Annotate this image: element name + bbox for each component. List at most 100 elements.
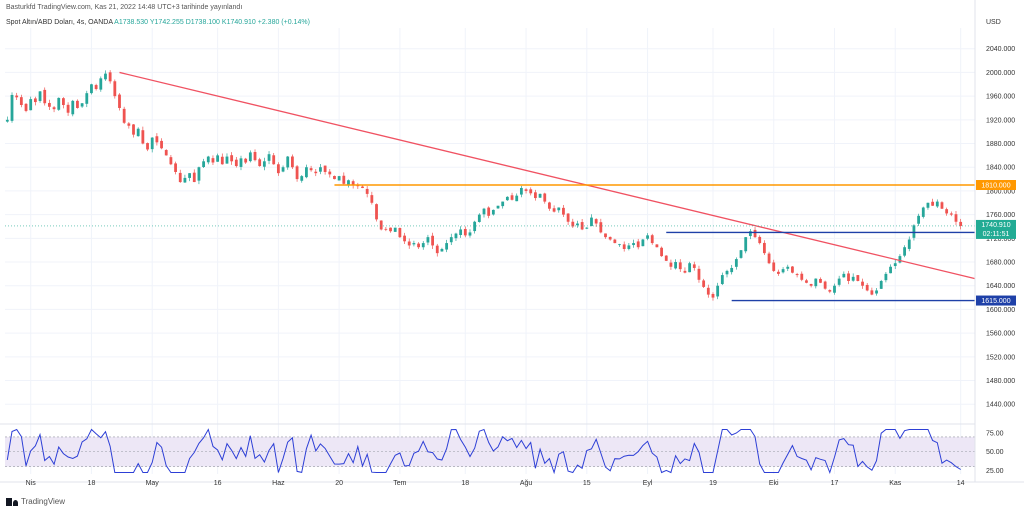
- candle-body: [716, 285, 720, 297]
- candle: [632, 239, 635, 248]
- candle: [62, 97, 65, 109]
- candle: [389, 227, 392, 233]
- candle-body: [305, 167, 308, 178]
- candle: [851, 273, 855, 282]
- candle: [954, 211, 958, 226]
- y-tick-label: 1680.000: [986, 260, 1015, 267]
- candle-body: [286, 156, 290, 168]
- candle-body: [697, 268, 701, 280]
- candle-body: [791, 266, 794, 273]
- ohlc-change: +2.380 (+0.14%): [257, 19, 310, 26]
- candle-body: [870, 290, 874, 295]
- candle-body: [459, 229, 463, 235]
- candle: [847, 270, 850, 285]
- candle-body: [90, 84, 93, 94]
- y-tick-label: 1800.000: [986, 188, 1015, 195]
- candle: [197, 166, 201, 185]
- candle-body: [47, 102, 51, 107]
- candle-body: [618, 244, 621, 246]
- candle: [169, 154, 173, 166]
- candle-body: [959, 221, 963, 226]
- candle: [272, 152, 276, 165]
- candle-body: [211, 158, 215, 163]
- candle-body: [52, 107, 56, 110]
- candle: [949, 211, 953, 217]
- candle-body: [178, 172, 182, 183]
- candle: [898, 254, 902, 264]
- candle: [127, 122, 131, 129]
- candle: [622, 241, 626, 252]
- candle: [328, 169, 332, 178]
- candle: [113, 79, 117, 99]
- candle-body: [403, 235, 406, 242]
- x-tick-label: Kas: [889, 480, 902, 487]
- candle-body: [501, 201, 505, 207]
- ohlc-open: A1738.530: [114, 19, 149, 26]
- candle: [286, 155, 290, 170]
- candle-body: [379, 220, 383, 230]
- y-tick-label: 1760.000: [986, 212, 1015, 219]
- candle: [459, 226, 463, 238]
- candle-body: [515, 195, 519, 202]
- candle: [627, 242, 631, 251]
- candle-body: [627, 245, 631, 249]
- trendline[interactable]: [119, 71, 976, 280]
- candle-body: [576, 223, 579, 226]
- ohlc-close: K1740.910: [221, 19, 256, 26]
- symbol-name[interactable]: Spot Altın/ABD Doları, 4s, OANDA: [6, 19, 113, 26]
- candle: [333, 175, 336, 180]
- candle: [160, 138, 163, 150]
- candle: [786, 264, 790, 272]
- candle: [562, 205, 565, 217]
- candle-body: [80, 103, 84, 107]
- candle: [76, 99, 79, 109]
- candle-body: [174, 163, 177, 172]
- candle-body: [244, 158, 248, 163]
- candle: [534, 189, 537, 201]
- candle: [71, 99, 75, 117]
- candle: [398, 227, 402, 238]
- candle: [244, 157, 248, 164]
- candle: [342, 172, 346, 185]
- candle-body: [739, 250, 743, 258]
- candle: [921, 206, 925, 219]
- candle-body: [683, 270, 687, 273]
- y-tick-label: 2040.000: [986, 46, 1015, 53]
- candle-body: [262, 161, 266, 167]
- ohlc-high: Y1742.255: [149, 19, 184, 26]
- candle-body: [435, 245, 439, 254]
- candle: [861, 278, 864, 289]
- tradingview-logo-text: TradingView: [21, 497, 66, 506]
- candle: [837, 275, 841, 287]
- candle-body: [730, 267, 734, 273]
- candle-body: [599, 222, 603, 233]
- candle: [24, 103, 28, 113]
- candle-body: [823, 281, 827, 289]
- candle: [879, 279, 883, 289]
- candle: [959, 218, 963, 230]
- candle: [85, 90, 89, 108]
- candle-body: [15, 95, 19, 98]
- candle: [823, 280, 827, 290]
- tradingview-logo[interactable]: TradingView: [6, 497, 65, 506]
- candle-body: [865, 284, 869, 291]
- candle: [146, 142, 149, 152]
- candle: [29, 96, 33, 111]
- candle: [351, 179, 355, 189]
- candle-body: [907, 239, 911, 249]
- last-price-tag: [976, 219, 1016, 239]
- x-tick-label: 19: [709, 480, 717, 487]
- candle: [856, 274, 860, 282]
- candle: [206, 155, 210, 165]
- candle-body: [192, 172, 196, 183]
- x-tick-label: Eyl: [643, 480, 653, 487]
- candle: [711, 292, 715, 301]
- candle: [431, 232, 434, 249]
- candle-body: [861, 281, 864, 286]
- candle-body: [104, 73, 107, 80]
- candle-body: [183, 177, 187, 183]
- candle: [529, 187, 533, 196]
- y-tick-label: 1920.000: [986, 117, 1015, 124]
- candle-body: [160, 140, 163, 149]
